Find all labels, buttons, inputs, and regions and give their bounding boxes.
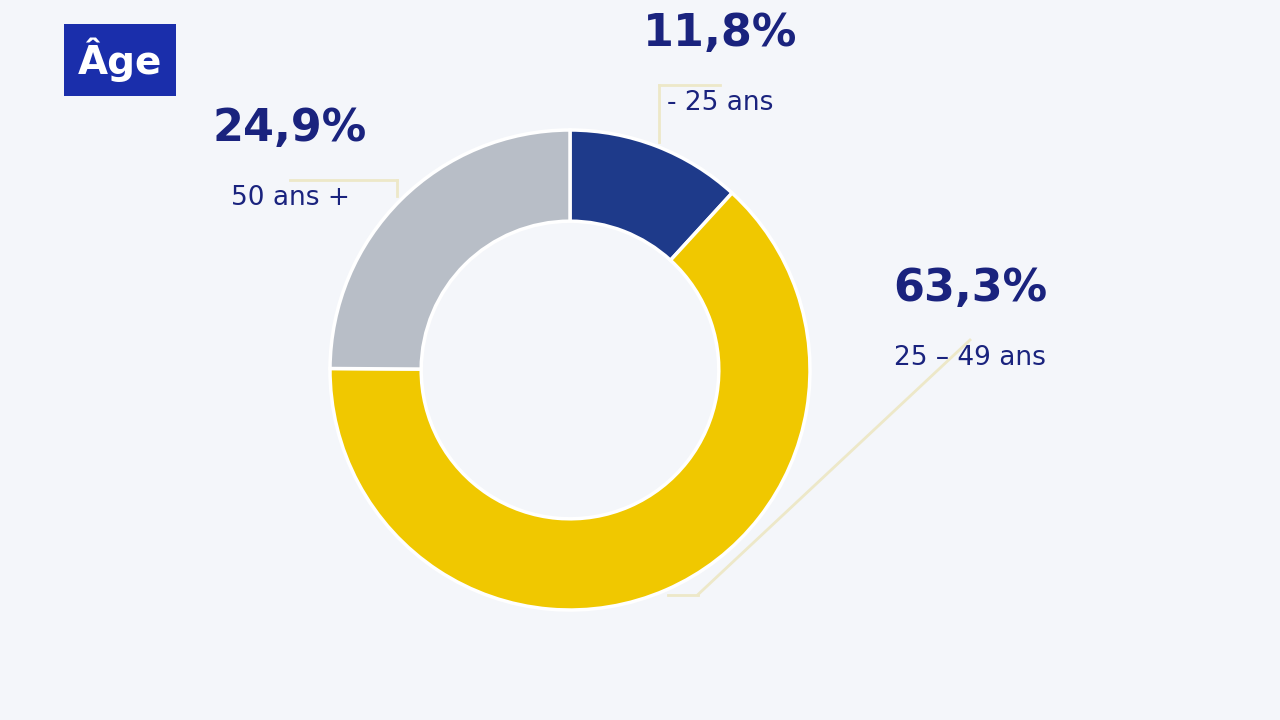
Text: 25 – 49 ans: 25 – 49 ans — [893, 345, 1046, 371]
Text: 63,3%: 63,3% — [893, 267, 1047, 310]
Text: 50 ans +: 50 ans + — [230, 185, 349, 211]
Text: 24,9%: 24,9% — [212, 107, 367, 150]
Text: 11,8%: 11,8% — [643, 12, 797, 55]
Text: - 25 ans: - 25 ans — [667, 90, 773, 116]
Wedge shape — [330, 130, 570, 369]
Text: Âge: Âge — [78, 37, 163, 82]
Wedge shape — [330, 193, 810, 610]
Wedge shape — [570, 130, 732, 260]
